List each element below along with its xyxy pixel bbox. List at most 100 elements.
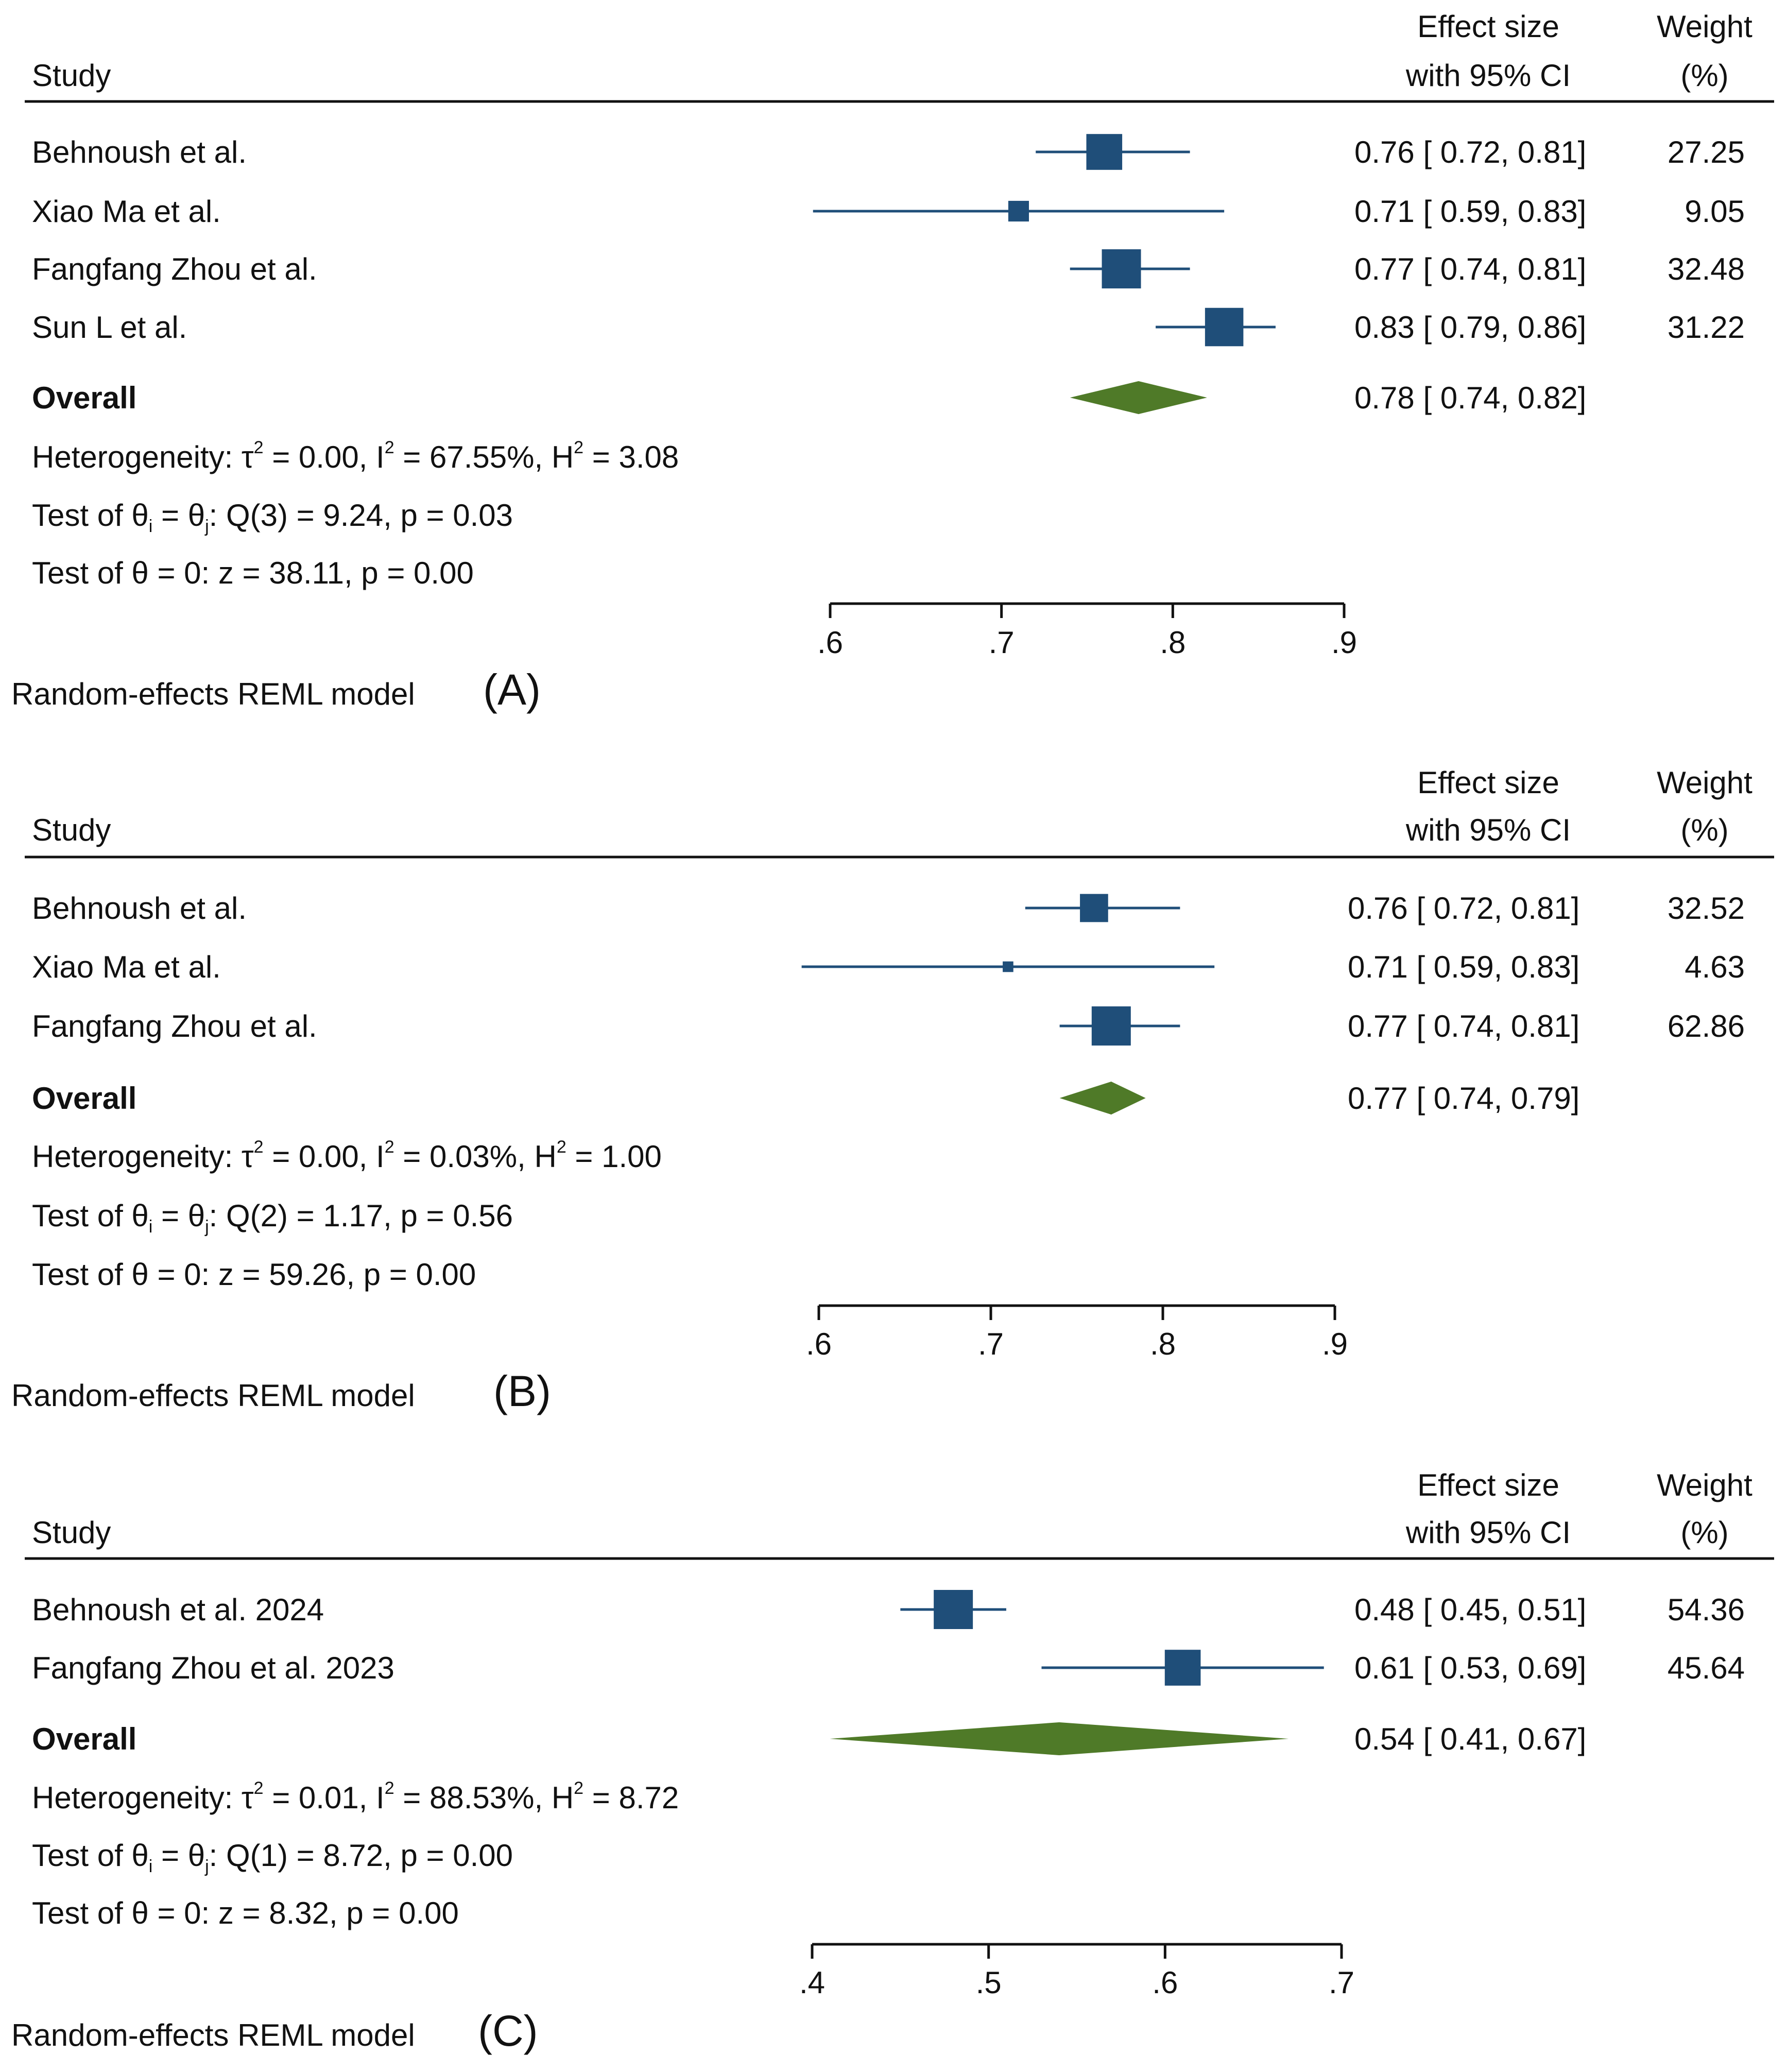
study-label: Fangfang Zhou et al. [32, 252, 317, 286]
x-tick-label: .6 [817, 625, 843, 660]
het-tau: Heterogeneity: τ [32, 1139, 254, 1174]
heterogeneity-text: Heterogeneity: τ2 = 0.00, I2 = 67.55%, H… [32, 438, 679, 474]
overall-label: Overall [32, 1081, 136, 1116]
x-tick-label: .7 [989, 625, 1015, 660]
header-weight-unit: (%) [1680, 58, 1728, 93]
study-ci-text: 0.76 [ 0.72, 0.81] [1348, 891, 1579, 926]
header-study: Study [32, 58, 111, 93]
tq-sub: i [149, 1217, 153, 1237]
x-tick-label: .7 [978, 1327, 1004, 1361]
tq-prefix: Test of θ [32, 498, 149, 533]
x-tick-label: .8 [1150, 1327, 1176, 1361]
het-sup: 2 [557, 1137, 566, 1157]
study-label: Behnoush et al. [32, 891, 247, 926]
model-label: Random-effects REML model [11, 2018, 415, 2052]
effect-square [1102, 249, 1141, 288]
effect-square [1091, 1006, 1131, 1046]
het-sup: 2 [385, 438, 394, 457]
study-weight: 32.52 [1668, 891, 1745, 926]
overall-label: Overall [32, 1722, 136, 1756]
study-ci-text: 0.61 [ 0.53, 0.69] [1354, 1651, 1586, 1685]
overall-ci-text: 0.77 [ 0.74, 0.79] [1348, 1081, 1579, 1116]
model-label: Random-effects REML model [11, 1378, 415, 1413]
x-tick-label: .5 [976, 1965, 1002, 2000]
tq-sub: j [204, 1217, 209, 1237]
het-h2-value: = 8.72 [583, 1780, 679, 1815]
heterogeneity-text: Heterogeneity: τ2 = 0.01, I2 = 88.53%, H… [32, 1778, 679, 1815]
study-ci-text: 0.71 [ 0.59, 0.83] [1354, 194, 1586, 229]
tq-sub: i [149, 517, 153, 536]
tq-rest: : Q(3) = 9.24, p = 0.03 [209, 498, 513, 533]
x-tick-label: .6 [806, 1327, 832, 1361]
het-sup: 2 [385, 1137, 394, 1157]
x-tick-label: .7 [1329, 1965, 1354, 2000]
tq-mid: = θ [152, 498, 205, 533]
overall-ci-text: 0.54 [ 0.41, 0.67] [1354, 1722, 1586, 1756]
tq-sub: i [149, 1857, 153, 1876]
x-tick-label: .8 [1160, 625, 1185, 660]
tq-sub: j [204, 517, 209, 536]
het-sup: 2 [385, 1778, 394, 1798]
header-weight: Weight [1657, 1468, 1752, 1502]
x-tick-label: .9 [1331, 625, 1357, 660]
panel-letter: (C) [478, 2007, 538, 2055]
study-weight: 31.22 [1668, 310, 1745, 345]
effect-square [1003, 961, 1013, 972]
het-sup: 2 [254, 1137, 264, 1157]
overall-diamond [830, 1722, 1289, 1755]
study-ci-text: 0.83 [ 0.79, 0.86] [1354, 310, 1586, 345]
overall-diamond [1059, 1082, 1146, 1115]
study-label: Fangfang Zhou et al. 2023 [32, 1651, 394, 1685]
study-ci-text: 0.71 [ 0.59, 0.83] [1348, 950, 1579, 984]
header-effect-size: Effect size [1417, 765, 1559, 800]
het-sup: 2 [574, 1778, 583, 1798]
tq-rest: : Q(1) = 8.72, p = 0.00 [209, 1838, 513, 1873]
het-i2-value: = 88.53%, H [394, 1780, 574, 1815]
het-sup: 2 [254, 438, 264, 457]
effect-square [1164, 1650, 1201, 1686]
study-weight: 32.48 [1668, 252, 1745, 286]
x-tick-label: .9 [1322, 1327, 1348, 1361]
test-q-text: Test of θi = θj: Q(2) = 1.17, p = 0.56 [32, 1198, 513, 1237]
het-sup: 2 [574, 438, 583, 457]
overall-diamond [1070, 381, 1207, 414]
overall-label: Overall [32, 381, 136, 415]
forest-panel-1: Study Effect size with 95% CI Weight (%) Behn… [11, 9, 1774, 714]
header-study: Study [32, 1515, 111, 1550]
effect-square [1008, 200, 1029, 222]
header-ci: with 95% CI [1405, 58, 1571, 93]
overall-ci-text: 0.78 [ 0.74, 0.82] [1354, 381, 1586, 415]
effect-square [1080, 894, 1108, 922]
forest-panel-2: Study Effect size with 95% CI Weight (%) Behn… [11, 765, 1774, 1415]
het-tau: Heterogeneity: τ [32, 440, 254, 474]
header-study: Study [32, 813, 111, 847]
study-ci-text: 0.76 [ 0.72, 0.81] [1354, 135, 1586, 169]
het-tau-value: = 0.01, I [264, 1780, 385, 1815]
model-label: Random-effects REML model [11, 677, 415, 711]
x-tick-label: .6 [1152, 1965, 1178, 2000]
het-h2-value: = 1.00 [566, 1139, 662, 1174]
het-tau-value: = 0.00, I [264, 440, 385, 474]
header-weight-unit: (%) [1680, 1515, 1728, 1550]
study-weight: 4.63 [1685, 950, 1745, 984]
study-label: Sun L et al. [32, 310, 187, 345]
tq-prefix: Test of θ [32, 1838, 149, 1873]
study-label: Fangfang Zhou et al. [32, 1009, 317, 1043]
het-tau: Heterogeneity: τ [32, 1780, 254, 1815]
test-q-text: Test of θi = θj: Q(1) = 8.72, p = 0.00 [32, 1838, 513, 1876]
panel-letter: (B) [493, 1367, 551, 1415]
header-weight-unit: (%) [1680, 813, 1728, 847]
study-label: Xiao Ma et al. [32, 194, 221, 229]
header-ci: with 95% CI [1405, 813, 1571, 847]
effect-square [1086, 134, 1123, 170]
study-weight: 27.25 [1668, 135, 1745, 169]
tq-mid: = θ [152, 1198, 205, 1233]
x-tick-label: .4 [799, 1965, 825, 2000]
test-z-text: Test of θ = 0: z = 38.11, p = 0.00 [32, 556, 474, 590]
effect-square [1205, 307, 1244, 347]
heterogeneity-text: Heterogeneity: τ2 = 0.00, I2 = 0.03%, H2… [32, 1137, 662, 1174]
het-sup: 2 [254, 1778, 264, 1798]
study-weight: 62.86 [1668, 1009, 1745, 1043]
panel-letter: (A) [483, 665, 541, 714]
